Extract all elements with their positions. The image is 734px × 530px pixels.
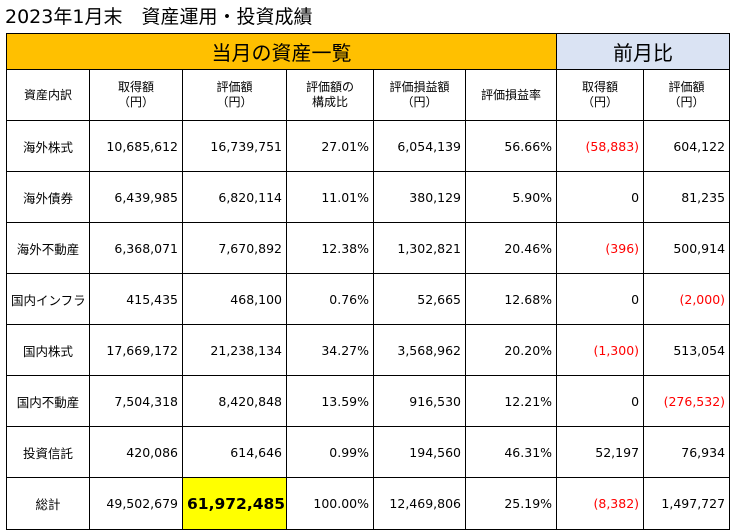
profit-loss-cell: 916,530 [373,375,466,427]
profit-loss-cell: 6,054,139 [373,120,466,172]
prev-acquisition-cell: (396) [556,222,645,274]
header-col-prev-valuation: 評価額 （円） [643,69,731,121]
profit-loss-rate-cell: 25.19% [464,477,558,530]
acquisition-cell: 17,669,172 [89,324,183,376]
profit-loss-rate-cell: 12.68% [464,273,558,325]
prev-valuation-cell: 513,054 [643,324,731,376]
valuation-cell: 16,739,751 [182,120,287,172]
profit-loss-rate-cell: 5.90% [464,171,558,223]
category-cell: 海外債券 [6,171,90,223]
ratio-cell: 0.76% [286,273,374,325]
ratio-cell: 100.00% [286,477,374,530]
header-col-valuation: 評価額 （円） [182,69,287,121]
ratio-cell: 27.01% [286,120,374,172]
profit-loss-cell: 194,560 [373,426,466,478]
prev-valuation-cell: (2,000) [643,273,731,325]
prev-acquisition-cell: (8,382) [556,477,645,530]
ratio-cell: 11.01% [286,171,374,223]
acquisition-cell: 10,685,612 [89,120,183,172]
header-col-ratio: 評価額の 構成比 [286,69,374,121]
profit-loss-rate-cell: 46.31% [464,426,558,478]
category-cell: 海外株式 [6,120,90,172]
ratio-cell: 13.59% [286,375,374,427]
acquisition-cell: 6,439,985 [89,171,183,223]
page-title: 2023年1月末 資産運用・投資成績 [5,6,313,28]
prev-valuation-cell: 1,497,727 [643,477,731,530]
ratio-cell: 12.38% [286,222,374,274]
profit-loss-rate-cell: 20.20% [464,324,558,376]
prev-acquisition-cell: 0 [556,273,645,325]
acquisition-cell: 6,368,071 [89,222,183,274]
table-row: 投資信託 420,086 614,646 0.99% 194,560 46.31% 52,1… [6,426,731,478]
acquisition-cell: 415,435 [89,273,183,325]
profit-loss-cell: 52,665 [373,273,466,325]
header-row: 資産内訳 取得額 （円） 評価額 （円） 評価額の 構成比 評価損益額 （円） 評価損益率… [6,69,731,121]
valuation-cell: 614,646 [182,426,287,478]
category-cell: 総計 [6,477,90,530]
table-row: 海外不動産 6,368,071 7,670,892 12.38% 1,302,821 20… [6,222,731,274]
total-row: 総計 49,502,679 61,972,485 100.00% 12,469,806 2… [6,477,731,530]
profit-loss-cell: 380,129 [373,171,466,223]
valuation-cell: 6,820,114 [182,171,287,223]
prev-acquisition-cell: (58,883) [556,120,645,172]
ratio-cell: 34.27% [286,324,374,376]
category-cell: 投資信託 [6,426,90,478]
band-current-month: 当月の資産一覧 [5,33,558,70]
valuation-cell: 21,238,134 [182,324,287,376]
ratio-cell: 0.99% [286,426,374,478]
profit-loss-rate-cell: 56.66% [464,120,558,172]
profit-loss-cell: 1,302,821 [373,222,466,274]
category-cell: 国内不動産 [6,375,90,427]
valuation-cell: 61,972,485 [182,477,287,530]
category-cell: 国内インフラ [6,273,90,325]
header-col-acquisition: 取得額 （円） [89,69,183,121]
valuation-cell: 7,670,892 [182,222,287,274]
header-col-prev-acquisition: 取得額 （円） [556,69,645,121]
table-row: 国内不動産 7,504,318 8,420,848 13.59% 916,530 12.2… [6,375,731,427]
profit-loss-cell: 3,568,962 [373,324,466,376]
prev-acquisition-cell: (1,300) [556,324,645,376]
prev-valuation-cell: 81,235 [643,171,731,223]
table-row: 国内インフラ 415,435 468,100 0.76% 52,665 12.68% 0 (2… [6,273,731,325]
header-col-profit-loss-rate: 評価損益率 [464,69,558,121]
header-col-profit-loss: 評価損益額 （円） [373,69,466,121]
table-row: 国内株式 17,669,172 21,238,134 34.27% 3,568,962 2… [6,324,731,376]
prev-valuation-cell: 604,122 [643,120,731,172]
prev-acquisition-cell: 52,197 [556,426,645,478]
acquisition-cell: 420,086 [89,426,183,478]
profit-loss-rate-cell: 12.21% [464,375,558,427]
table-row: 海外株式 10,685,612 16,739,751 27.01% 6,054,139 5… [6,120,731,172]
prev-valuation-cell: 500,914 [643,222,731,274]
asset-table: 当月の資産一覧 前月比 資産内訳 取得額 （円） 評価額 （円） 評価額の 構成比 評価… [5,33,731,530]
prev-valuation-cell: (276,532) [643,375,731,427]
acquisition-cell: 7,504,318 [89,375,183,427]
valuation-cell: 8,420,848 [182,375,287,427]
profit-loss-rate-cell: 20.46% [464,222,558,274]
table-row: 海外債券 6,439,985 6,820,114 11.01% 380,129 5.90%… [6,171,731,223]
category-cell: 海外不動産 [6,222,90,274]
acquisition-cell: 49,502,679 [89,477,183,530]
prev-acquisition-cell: 0 [556,375,645,427]
prev-acquisition-cell: 0 [556,171,645,223]
valuation-cell: 468,100 [182,273,287,325]
band-row: 当月の資産一覧 前月比 [5,33,731,70]
profit-loss-cell: 12,469,806 [373,477,466,530]
header-col-category: 資産内訳 [6,69,90,121]
prev-valuation-cell: 76,934 [643,426,731,478]
category-cell: 国内株式 [6,324,90,376]
band-previous-month: 前月比 [556,33,731,70]
